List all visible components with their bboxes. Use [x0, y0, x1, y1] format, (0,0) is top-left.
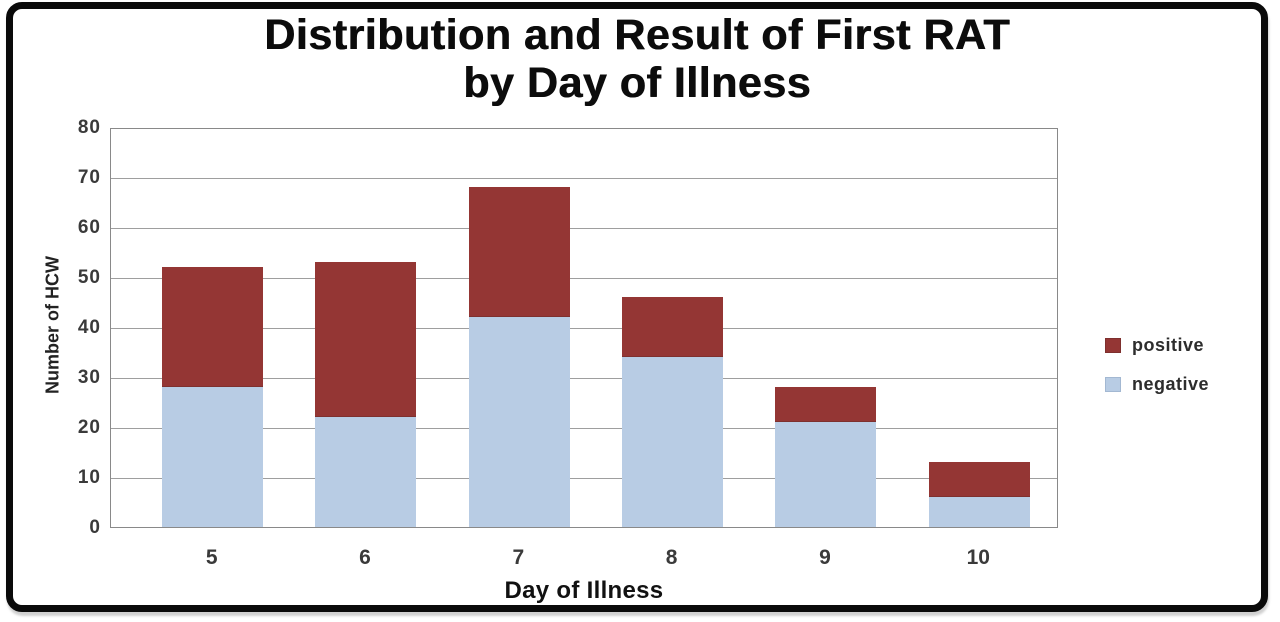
- gridline: [111, 478, 1057, 479]
- y-tick-label: 40: [77, 317, 101, 338]
- bar-stack-day-9: [775, 387, 877, 527]
- x-tick-label-9: 9: [819, 546, 831, 569]
- legend-swatch-positive: [1105, 338, 1121, 353]
- gridline: [111, 228, 1057, 229]
- x-tick-label-7: 7: [512, 546, 525, 569]
- bar-slot-day-5: [136, 129, 289, 527]
- gridline: [111, 328, 1057, 329]
- y-tick-label: 70: [77, 167, 101, 188]
- chart-frame: Distribution and Result of First RAT by …: [6, 2, 1268, 612]
- bar-segment-negative-day-6: [315, 417, 417, 527]
- bar-segment-positive-day-7: [468, 187, 570, 317]
- bar-slot-day-7: [443, 129, 596, 527]
- y-tick-label: 80: [77, 117, 101, 138]
- bar-slot-day-9: [749, 129, 902, 527]
- x-axis-tick-labels: 5 6 7 8 9 10: [135, 546, 1055, 570]
- x-tick-label-6: 6: [359, 546, 371, 569]
- chart-canvas: Distribution and Result of First RAT by …: [13, 9, 1261, 605]
- bar-segment-positive-day-10: [928, 462, 1030, 497]
- legend-swatch-negative: [1105, 377, 1121, 392]
- plot-area: [110, 128, 1058, 528]
- y-tick-label: 0: [89, 517, 101, 538]
- bar-segment-positive-day-5: [162, 267, 264, 387]
- gridline: [111, 278, 1057, 279]
- x-tick-label-10: 10: [966, 546, 990, 569]
- bar-stack-day-10: [928, 462, 1030, 527]
- gridline: [111, 178, 1057, 179]
- chart-title-line2: by Day of Illness: [463, 59, 811, 107]
- bar-segment-negative-day-7: [468, 317, 570, 527]
- gridline: [111, 378, 1057, 379]
- y-tick-label: 20: [77, 417, 101, 438]
- chart-title-line1: Distribution and Result of First RAT: [264, 11, 1010, 59]
- bar-slot-day-10: [903, 129, 1056, 527]
- bar-segment-positive-day-6: [315, 262, 417, 417]
- legend-label-positive: positive: [1132, 335, 1205, 355]
- chart-title: Distribution and Result of First RAT by …: [13, 11, 1261, 107]
- bar-stack-day-6: [315, 262, 417, 527]
- bar-stack-day-7: [468, 187, 570, 527]
- legend-item-positive: positive: [1105, 335, 1209, 356]
- bar-segment-negative-day-9: [775, 422, 877, 527]
- legend: positive negative: [1105, 335, 1209, 395]
- bar-stack-day-5: [162, 267, 264, 527]
- bar-segment-negative-day-10: [928, 497, 1030, 527]
- y-tick-label: 30: [77, 367, 101, 388]
- x-tick-label-5: 5: [205, 546, 218, 569]
- y-tick-label: 60: [77, 217, 101, 238]
- bar-row: [136, 129, 1056, 527]
- bar-slot-day-6: [289, 129, 442, 527]
- gridline: [111, 428, 1057, 429]
- bar-slot-day-8: [596, 129, 749, 527]
- y-tick-label: 10: [77, 467, 101, 488]
- legend-item-negative: negative: [1105, 374, 1209, 395]
- x-axis-title: Day of Illness: [504, 577, 664, 604]
- bar-stack-day-8: [622, 297, 724, 527]
- bar-segment-positive-day-8: [622, 297, 724, 357]
- x-tick-label-8: 8: [665, 546, 678, 569]
- y-tick-label: 50: [77, 267, 101, 288]
- bar-segment-negative-day-5: [162, 387, 264, 527]
- legend-label-negative: negative: [1132, 374, 1210, 394]
- bar-segment-negative-day-8: [622, 357, 724, 527]
- bar-segment-positive-day-9: [775, 387, 877, 422]
